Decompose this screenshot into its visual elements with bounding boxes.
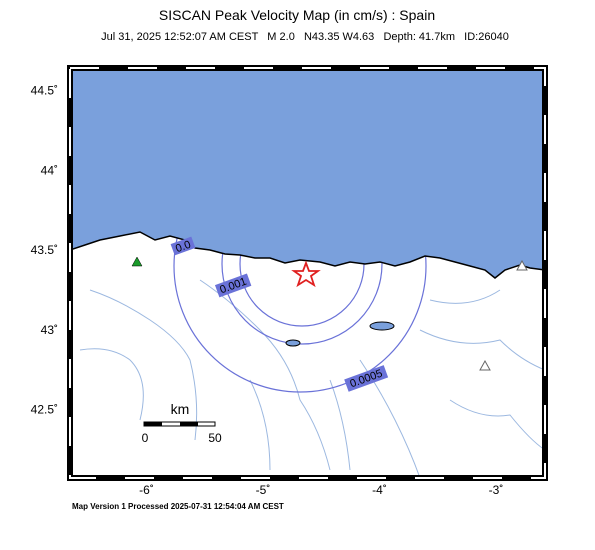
lat-tick-label: 43.5˚ [31,243,58,257]
map: 0.0 0.001 0.0005 km 0 50 [70,68,545,478]
epicenter [291,260,321,288]
scale-label: 0 [142,431,149,445]
scale-bar [143,421,216,427]
lake [285,339,301,347]
lake [369,321,395,331]
contour-labels [170,236,389,392]
title: SISCAN Peak Velocity Map (in cm/s) : Spa… [159,7,435,23]
lon-tick-label: -4˚ [372,483,387,497]
station [479,359,491,371]
lon-tick-label: -6˚ [139,483,154,497]
contour-label: 0.0 [174,239,192,256]
footer: Map Version 1 Processed 2025-07-31 12:54… [72,502,284,511]
lat-tick-label: 44˚ [41,163,58,177]
station [131,256,143,267]
frame-pattern [69,67,546,479]
scale-title: km [171,401,190,417]
lat-tick-label: 44.5˚ [31,84,58,98]
subtitle: Jul 31, 2025 12:52:07 AM CEST M 2.0 N43.… [101,31,509,43]
lon-tick-label: -5˚ [256,483,271,497]
scale-label: 50 [208,431,222,445]
station [516,259,528,271]
sea [70,68,545,279]
lon-tick-label: -3˚ [489,483,504,497]
lat-tick-label: 43˚ [41,323,58,337]
lat-tick-label: 42.5˚ [31,403,58,417]
